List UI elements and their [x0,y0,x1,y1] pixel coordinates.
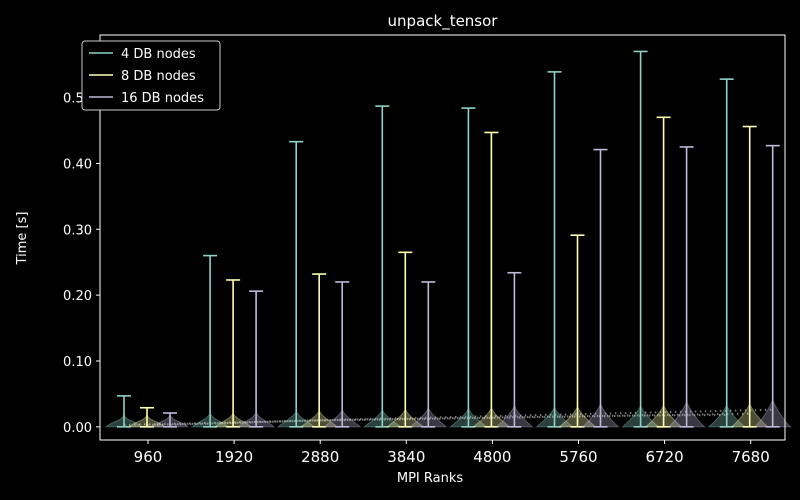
y-axis-label: Time [s] [15,212,30,266]
legend: 4 DB nodes 8 DB nodes 16 DB nodes [81,40,221,111]
x-tick-label: 3840 [387,448,425,466]
x-tick-label: 2880 [301,448,339,466]
mean-trend-line-3 [169,408,773,426]
y-tick-label: 0.30 [63,223,92,238]
x-tick-label: 6720 [646,448,684,466]
x-tick-label: 5760 [559,448,597,466]
x-axis-ticks: 960 1920 2880 3840 4800 5760 6720 7680 [134,440,770,466]
legend-label: 4 DB nodes [121,47,196,62]
y-tick-label: 0.20 [63,289,92,304]
y-tick-label: 0.00 [63,421,92,436]
plot-area [104,50,793,428]
x-tick-label: 7680 [732,448,770,466]
x-tick-label: 1920 [215,448,253,466]
legend-label: 8 DB nodes [121,69,196,84]
mean-trend-line-2 [146,412,750,426]
y-tick-label: 0.40 [63,157,92,172]
x-tick-label: 4800 [473,448,511,466]
mean-trend-line-1 [123,413,727,426]
legend-label: 16 DB nodes [121,91,204,106]
chart-title: unpack_tensor [388,12,499,31]
y-tick-label: 0.10 [63,355,92,370]
axes-frame [99,34,786,441]
x-axis-label: MPI Ranks [397,471,464,486]
legend-box [81,40,221,111]
x-tick-label: 960 [134,448,163,466]
